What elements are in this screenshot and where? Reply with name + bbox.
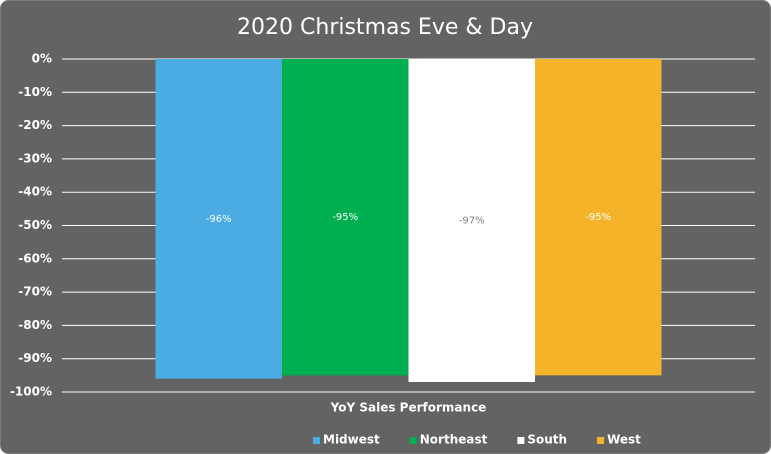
bar bbox=[155, 59, 282, 379]
bar bbox=[535, 59, 662, 376]
y-tick-label: -60% bbox=[18, 251, 52, 265]
bar bbox=[282, 59, 409, 376]
legend-label: South bbox=[527, 433, 567, 447]
y-tick-label: -90% bbox=[18, 351, 52, 365]
y-tick-label: -100% bbox=[10, 385, 52, 399]
legend-label: Midwest bbox=[323, 433, 380, 447]
legend-label: Northeast bbox=[420, 433, 488, 447]
legend-swatch bbox=[409, 437, 417, 444]
y-tick-label: -20% bbox=[18, 118, 52, 132]
value-label: -97% bbox=[459, 216, 485, 227]
y-tick-label: -30% bbox=[18, 151, 52, 165]
y-tick-label: 0% bbox=[32, 52, 52, 66]
y-tick-label: -50% bbox=[18, 218, 52, 232]
legend-swatch bbox=[597, 437, 605, 444]
legend-swatch bbox=[517, 437, 525, 444]
bar bbox=[408, 59, 535, 383]
chart-title: 2020 Christmas Eve & Day bbox=[237, 15, 533, 40]
value-label: -96% bbox=[206, 214, 232, 225]
y-tick-label: -80% bbox=[18, 318, 52, 332]
value-label: -95% bbox=[585, 212, 611, 223]
value-label: -95% bbox=[332, 212, 358, 223]
x-tick-label: YoY Sales Performance bbox=[330, 401, 487, 415]
y-tick-label: -10% bbox=[18, 85, 52, 99]
legend-label: West bbox=[607, 433, 641, 447]
y-tick-label: -70% bbox=[18, 285, 52, 299]
y-tick-label: -40% bbox=[18, 185, 52, 199]
legend-swatch bbox=[313, 437, 320, 444]
